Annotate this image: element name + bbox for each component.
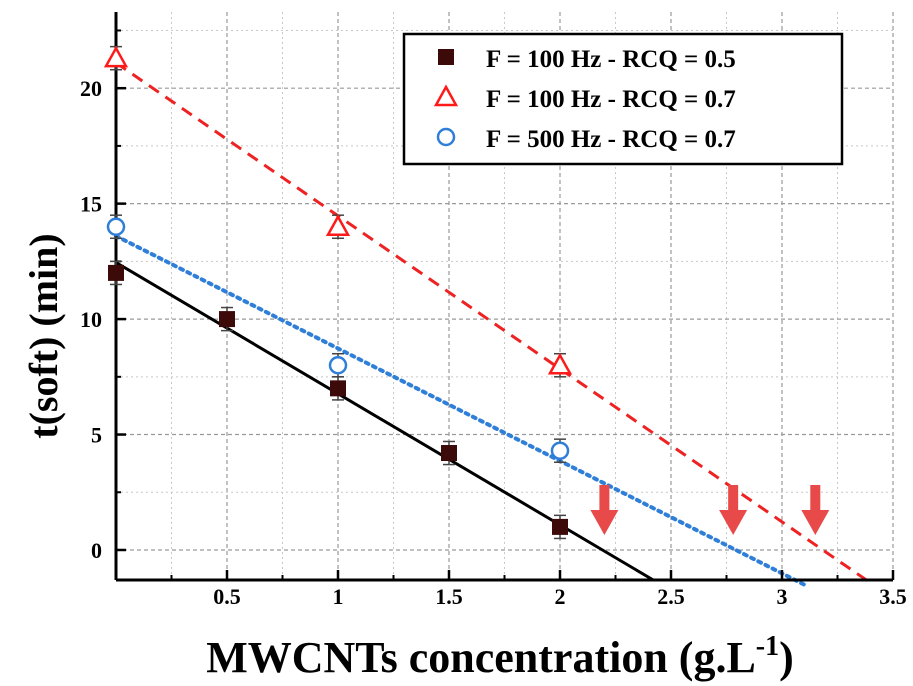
legend-markers	[433, 49, 459, 147]
data-point-series-1	[330, 380, 346, 397]
legend-label-series-1: F = 100 Hz - RCQ = 0.5	[486, 46, 736, 73]
data-point-series-1	[219, 311, 235, 328]
data-point-series-2	[325, 214, 351, 236]
legend-box	[402, 32, 844, 166]
annotation-arrows	[590, 485, 830, 535]
x-tick-label: 3	[777, 584, 788, 609]
y-tick-label: 20	[80, 76, 102, 101]
legend-label-series-3: F = 500 Hz - RCQ = 0.7	[486, 126, 736, 153]
data-point-series-1	[108, 264, 124, 281]
down-arrow-1	[590, 485, 619, 535]
y-axis-title: t(soft) (min)	[21, 233, 66, 439]
y-tick-label: 5	[91, 423, 102, 448]
data-point-series-2	[103, 45, 129, 68]
legend-marker-series-3	[436, 127, 456, 147]
fit-line-series-3	[114, 233, 807, 587]
legend-marker-series-2	[433, 84, 459, 107]
x-tick-label: 2	[555, 584, 566, 609]
fit-line-series-1	[115, 261, 655, 582]
data-point-series-3	[106, 217, 126, 236]
x-tick-label: 1.5	[435, 584, 463, 609]
down-arrow-2	[719, 485, 748, 535]
axis-ticks: 0.5 1 1.5 2 2.5 3 3.5 0 5 10 15 20	[80, 29, 907, 609]
data-point-series-1	[441, 445, 457, 462]
data-point-series-3	[328, 356, 348, 375]
fit-line-series-2	[115, 61, 868, 582]
x-tick-label: 3.5	[879, 584, 907, 609]
x-axis-title-main: MWCNTs concentration (g.L	[206, 633, 756, 682]
y-tick-label: 0	[91, 538, 102, 563]
data-point-series-3	[550, 441, 570, 460]
legend: F = 100 Hz - RCQ = 0.5 F = 100 Hz - RCQ …	[402, 32, 844, 166]
x-tick-label: 2.5	[657, 584, 685, 609]
x-axis-title-superscript: -1	[756, 631, 779, 662]
legend-label-series-2: F = 100 Hz - RCQ = 0.7	[486, 86, 736, 113]
data-point-series-1	[552, 518, 568, 535]
legend-marker-series-1	[438, 49, 454, 65]
y-tick-label: 10	[80, 307, 102, 332]
down-arrow-3	[801, 485, 830, 535]
x-tick-label: 1	[333, 584, 344, 609]
y-tick-label: 15	[80, 192, 102, 217]
x-tick-label: 0.5	[213, 584, 241, 609]
x-axis-title-end: )	[779, 633, 794, 682]
data-markers	[103, 45, 573, 540]
data-point-series-2	[547, 352, 573, 375]
x-axis-title: MWCNTs concentration (g.L-1)	[206, 631, 794, 682]
